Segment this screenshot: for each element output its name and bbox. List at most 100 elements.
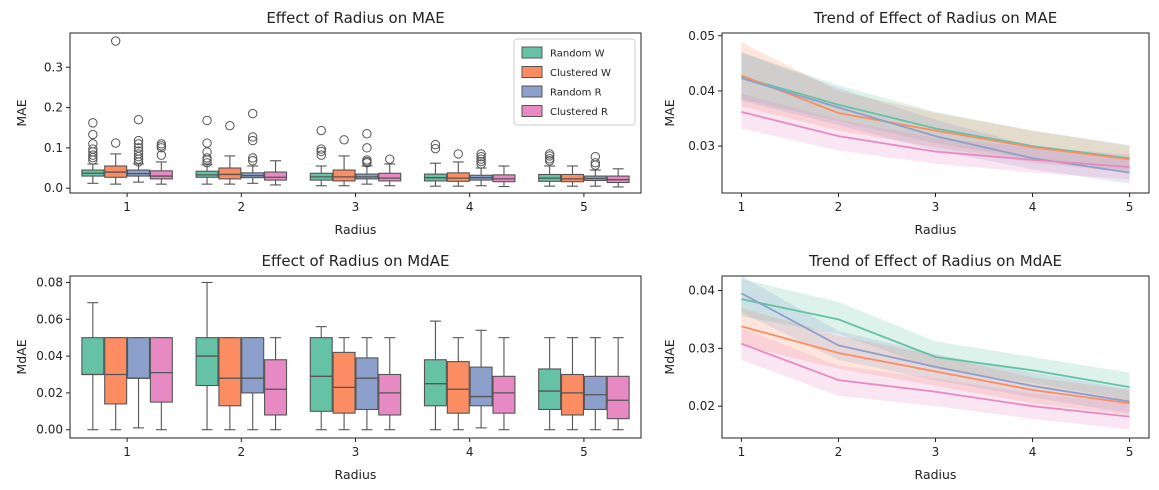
outlier-point bbox=[339, 135, 349, 145]
outlier-point bbox=[202, 158, 212, 168]
x-axis-label: Radius bbox=[915, 467, 957, 482]
box bbox=[218, 337, 242, 407]
confidence-band bbox=[741, 42, 1130, 173]
outlier-point bbox=[476, 156, 486, 167]
y-tick-label: 0.04 bbox=[688, 84, 715, 98]
x-tick-label: 4 bbox=[466, 200, 474, 214]
y-axis-label: MAE bbox=[14, 99, 29, 126]
box bbox=[606, 375, 630, 420]
x-tick-label: 2 bbox=[237, 200, 245, 214]
plot-frame bbox=[721, 275, 1150, 439]
legend-swatch bbox=[521, 105, 543, 117]
x-axis-label: Radius bbox=[335, 467, 377, 482]
box bbox=[355, 357, 379, 411]
box bbox=[264, 359, 288, 416]
legend-swatch bbox=[521, 46, 543, 59]
outlier-point bbox=[316, 144, 326, 154]
outlier-point bbox=[202, 115, 212, 126]
outlier-point bbox=[544, 149, 555, 159]
x-axis-label: Radius bbox=[915, 222, 957, 237]
legend-swatch bbox=[521, 66, 543, 78]
outlier-point bbox=[110, 138, 121, 148]
box bbox=[538, 368, 562, 411]
box bbox=[332, 351, 356, 414]
y-tick-label: 0.06 bbox=[36, 312, 63, 326]
x-tick-label: 3 bbox=[932, 445, 940, 459]
confidence-band bbox=[741, 307, 1130, 415]
box bbox=[149, 170, 173, 180]
plot-area bbox=[722, 33, 1149, 193]
outlier-point bbox=[248, 135, 258, 146]
chart-title: Effect of Radius on MdAE bbox=[262, 252, 450, 270]
outlier-point bbox=[133, 143, 144, 153]
outlier-point bbox=[88, 150, 98, 160]
outlier-point bbox=[248, 132, 258, 142]
legend-label: Random R bbox=[550, 88, 602, 99]
x-tick-label: 1 bbox=[738, 200, 746, 214]
x-tick-label: 2 bbox=[835, 445, 843, 459]
outlier-point bbox=[476, 149, 486, 159]
outlier-point bbox=[590, 158, 601, 168]
y-tick-label: 0.04 bbox=[36, 349, 63, 363]
legend-label: Clustered R bbox=[550, 107, 608, 118]
series-line bbox=[741, 325, 1130, 405]
outlier-point bbox=[202, 138, 212, 148]
box bbox=[378, 373, 402, 416]
y-axis-label: MdAE bbox=[662, 339, 677, 374]
outlier-point bbox=[88, 139, 98, 149]
y-tick-label: 0.1 bbox=[44, 141, 63, 155]
outlier-point bbox=[225, 120, 235, 131]
outlier-point bbox=[133, 146, 144, 156]
box bbox=[492, 375, 516, 414]
legend: Random W Clustered W Random R Clustered R bbox=[513, 38, 636, 126]
outlier-point bbox=[476, 152, 486, 162]
y-tick-label: 0.3 bbox=[44, 60, 63, 74]
legend-label: Clustered W bbox=[550, 68, 611, 79]
series-line bbox=[741, 111, 1130, 168]
outlier-point bbox=[202, 153, 212, 163]
y-tick-label: 0.03 bbox=[688, 139, 715, 153]
plot-frame bbox=[69, 275, 642, 439]
outlier-point bbox=[248, 156, 258, 166]
outlier-point bbox=[133, 135, 144, 146]
x-tick-label: 3 bbox=[352, 200, 360, 214]
outlier-point bbox=[476, 154, 486, 164]
box bbox=[583, 375, 607, 411]
box bbox=[378, 172, 402, 182]
x-tick-label: 1 bbox=[123, 200, 131, 214]
legend-frame bbox=[513, 38, 636, 126]
series-line bbox=[741, 76, 1130, 160]
legend-swatch bbox=[521, 85, 543, 98]
outlier-point bbox=[110, 36, 121, 46]
box bbox=[309, 337, 333, 412]
outlier-point bbox=[362, 143, 372, 153]
box bbox=[104, 337, 128, 405]
x-tick-label: 5 bbox=[1126, 200, 1134, 214]
confidence-band bbox=[741, 52, 1130, 171]
series-line bbox=[740, 292, 1130, 403]
box bbox=[446, 172, 470, 182]
y-tick-label: 0.03 bbox=[688, 341, 715, 355]
confidence-band bbox=[741, 328, 1130, 430]
x-tick-label: 4 bbox=[1029, 200, 1037, 214]
chart-title: Effect of Radius on MAE bbox=[266, 9, 444, 27]
x-tick-label: 5 bbox=[580, 200, 588, 214]
x-axis-label: Radius bbox=[335, 222, 377, 237]
outlier-point bbox=[430, 143, 441, 154]
confidence-band bbox=[741, 276, 1130, 414]
box bbox=[332, 169, 356, 182]
outlier-point bbox=[476, 159, 486, 169]
y-tick-label: 0.04 bbox=[688, 283, 715, 297]
series-line bbox=[741, 74, 1130, 161]
y-tick-label: 0.0 bbox=[44, 181, 63, 195]
x-tick-label: 2 bbox=[835, 200, 843, 214]
box bbox=[423, 359, 447, 407]
y-tick-label: 0.05 bbox=[688, 29, 715, 43]
outlier-point bbox=[88, 129, 98, 140]
outlier-point bbox=[362, 129, 372, 139]
outlier-point bbox=[133, 139, 144, 149]
confidence-band bbox=[741, 52, 1130, 184]
outlier-point bbox=[133, 149, 144, 159]
outlier-point bbox=[156, 139, 167, 149]
outlier-point bbox=[88, 144, 98, 154]
